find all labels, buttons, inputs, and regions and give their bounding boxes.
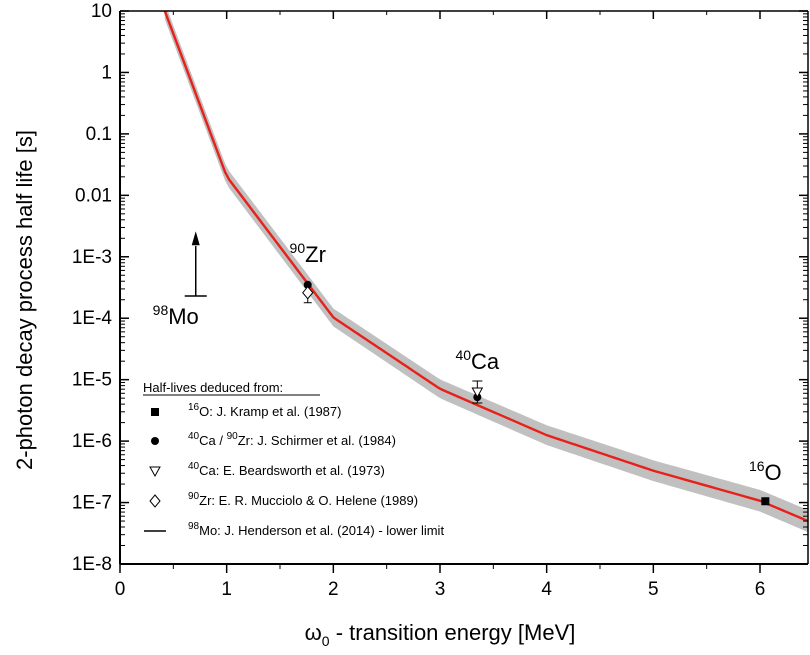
theory-curve (163, 11, 808, 523)
legend-entry: 98Mo: J. Henderson et al. (2014) - lower… (188, 521, 444, 538)
y-tick-label: 1E-6 (72, 431, 112, 452)
x-tick-label: 6 (755, 579, 766, 600)
legend-title: Half-lives deduced from: (143, 380, 283, 395)
nucleus-label: 98Mo (153, 302, 199, 329)
axes: 10 1 0.1 0.01 1E-3 1E-4 1E-5 1E-6 1E-7 1E-80 1 2 3 4 5… (72, 1, 809, 600)
x-tick-label: 5 (648, 579, 659, 600)
legend-entry: 40Ca: E. Beardsworth et al. (1973) (188, 461, 385, 478)
y-tick-label: 0.1 (86, 124, 112, 145)
nucleus-label: 16O (749, 458, 782, 485)
annotations: 90Zr 40Ca 16O 98Mo (153, 240, 782, 485)
data-point (761, 497, 770, 506)
x-tick-label: 3 (435, 579, 446, 600)
legend-entry: 16O: J. Kramp et al. (1987) (188, 402, 341, 419)
nucleus-label: 90Zr (290, 240, 326, 267)
x-tick-label: 2 (328, 579, 339, 600)
x-axis-label: ω0 - transition energy [MeV] (305, 620, 576, 649)
legend-marker (149, 466, 161, 478)
legend-marker (151, 437, 159, 445)
legend-entry: 90Zr: E. R. Mucciolo & O. Helene (1989) (188, 491, 418, 508)
y-tick-label: 0.01 (75, 185, 112, 206)
legend: Half-lives deduced from: 16O: J. Kramp et… (143, 380, 444, 538)
theory-band (164, 11, 808, 533)
x-tick-label: 1 (221, 579, 232, 600)
legend-marker (151, 408, 159, 416)
y-tick-label: 1E-4 (72, 308, 113, 329)
y-tick-label: 1 (101, 62, 112, 83)
y-tick-label: 10 (91, 1, 112, 22)
x-tick-label: 4 (541, 579, 552, 600)
legend-entry: 40Ca / 90Zr: J. Schirmer et al. (1984) (188, 431, 396, 448)
data-point (471, 387, 484, 399)
x-tick-label: 0 (115, 579, 126, 600)
data-points (184, 231, 770, 506)
uncertainty-band (164, 11, 808, 533)
legend-marker (149, 494, 161, 508)
y-tick-label: 1E-8 (72, 554, 112, 575)
lower-limit-arrow-head (191, 231, 200, 246)
y-tick-label: 1E-5 (72, 370, 112, 391)
y-axis-label: 2-photon decay process half life [s] (12, 130, 37, 470)
y-tick-label: 1E-7 (72, 493, 112, 514)
nucleus-label: 40Ca (455, 347, 499, 374)
theory-line (163, 11, 808, 523)
y-tick-label: 1E-3 (72, 247, 112, 268)
data-point (302, 285, 314, 300)
